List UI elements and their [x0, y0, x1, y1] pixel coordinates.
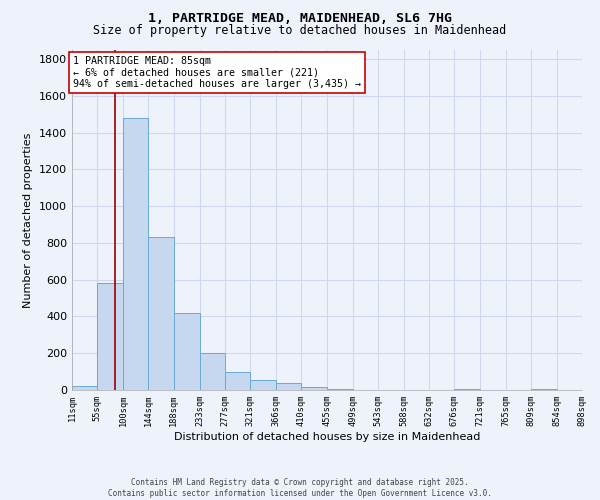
Bar [200, 353, 225, 390]
Bar [123, 118, 148, 390]
Bar [327, 389, 353, 390]
Bar [97, 284, 123, 390]
Bar [531, 389, 557, 390]
X-axis label: Distribution of detached houses by size in Maidenhead: Distribution of detached houses by size … [174, 432, 480, 442]
Bar [148, 238, 174, 390]
Text: Contains HM Land Registry data © Crown copyright and database right 2025.
Contai: Contains HM Land Registry data © Crown c… [108, 478, 492, 498]
Text: Size of property relative to detached houses in Maidenhead: Size of property relative to detached ho… [94, 24, 506, 37]
Text: 1, PARTRIDGE MEAD, MAIDENHEAD, SL6 7HG: 1, PARTRIDGE MEAD, MAIDENHEAD, SL6 7HG [148, 12, 452, 26]
Bar [276, 382, 301, 390]
Bar [250, 380, 276, 390]
Text: 1 PARTRIDGE MEAD: 85sqm
← 6% of detached houses are smaller (221)
94% of semi-de: 1 PARTRIDGE MEAD: 85sqm ← 6% of detached… [73, 56, 361, 88]
Bar [454, 389, 480, 390]
Bar [72, 386, 97, 390]
Bar [174, 313, 200, 390]
Bar [301, 387, 327, 390]
Bar [225, 372, 250, 390]
Y-axis label: Number of detached properties: Number of detached properties [23, 132, 34, 308]
